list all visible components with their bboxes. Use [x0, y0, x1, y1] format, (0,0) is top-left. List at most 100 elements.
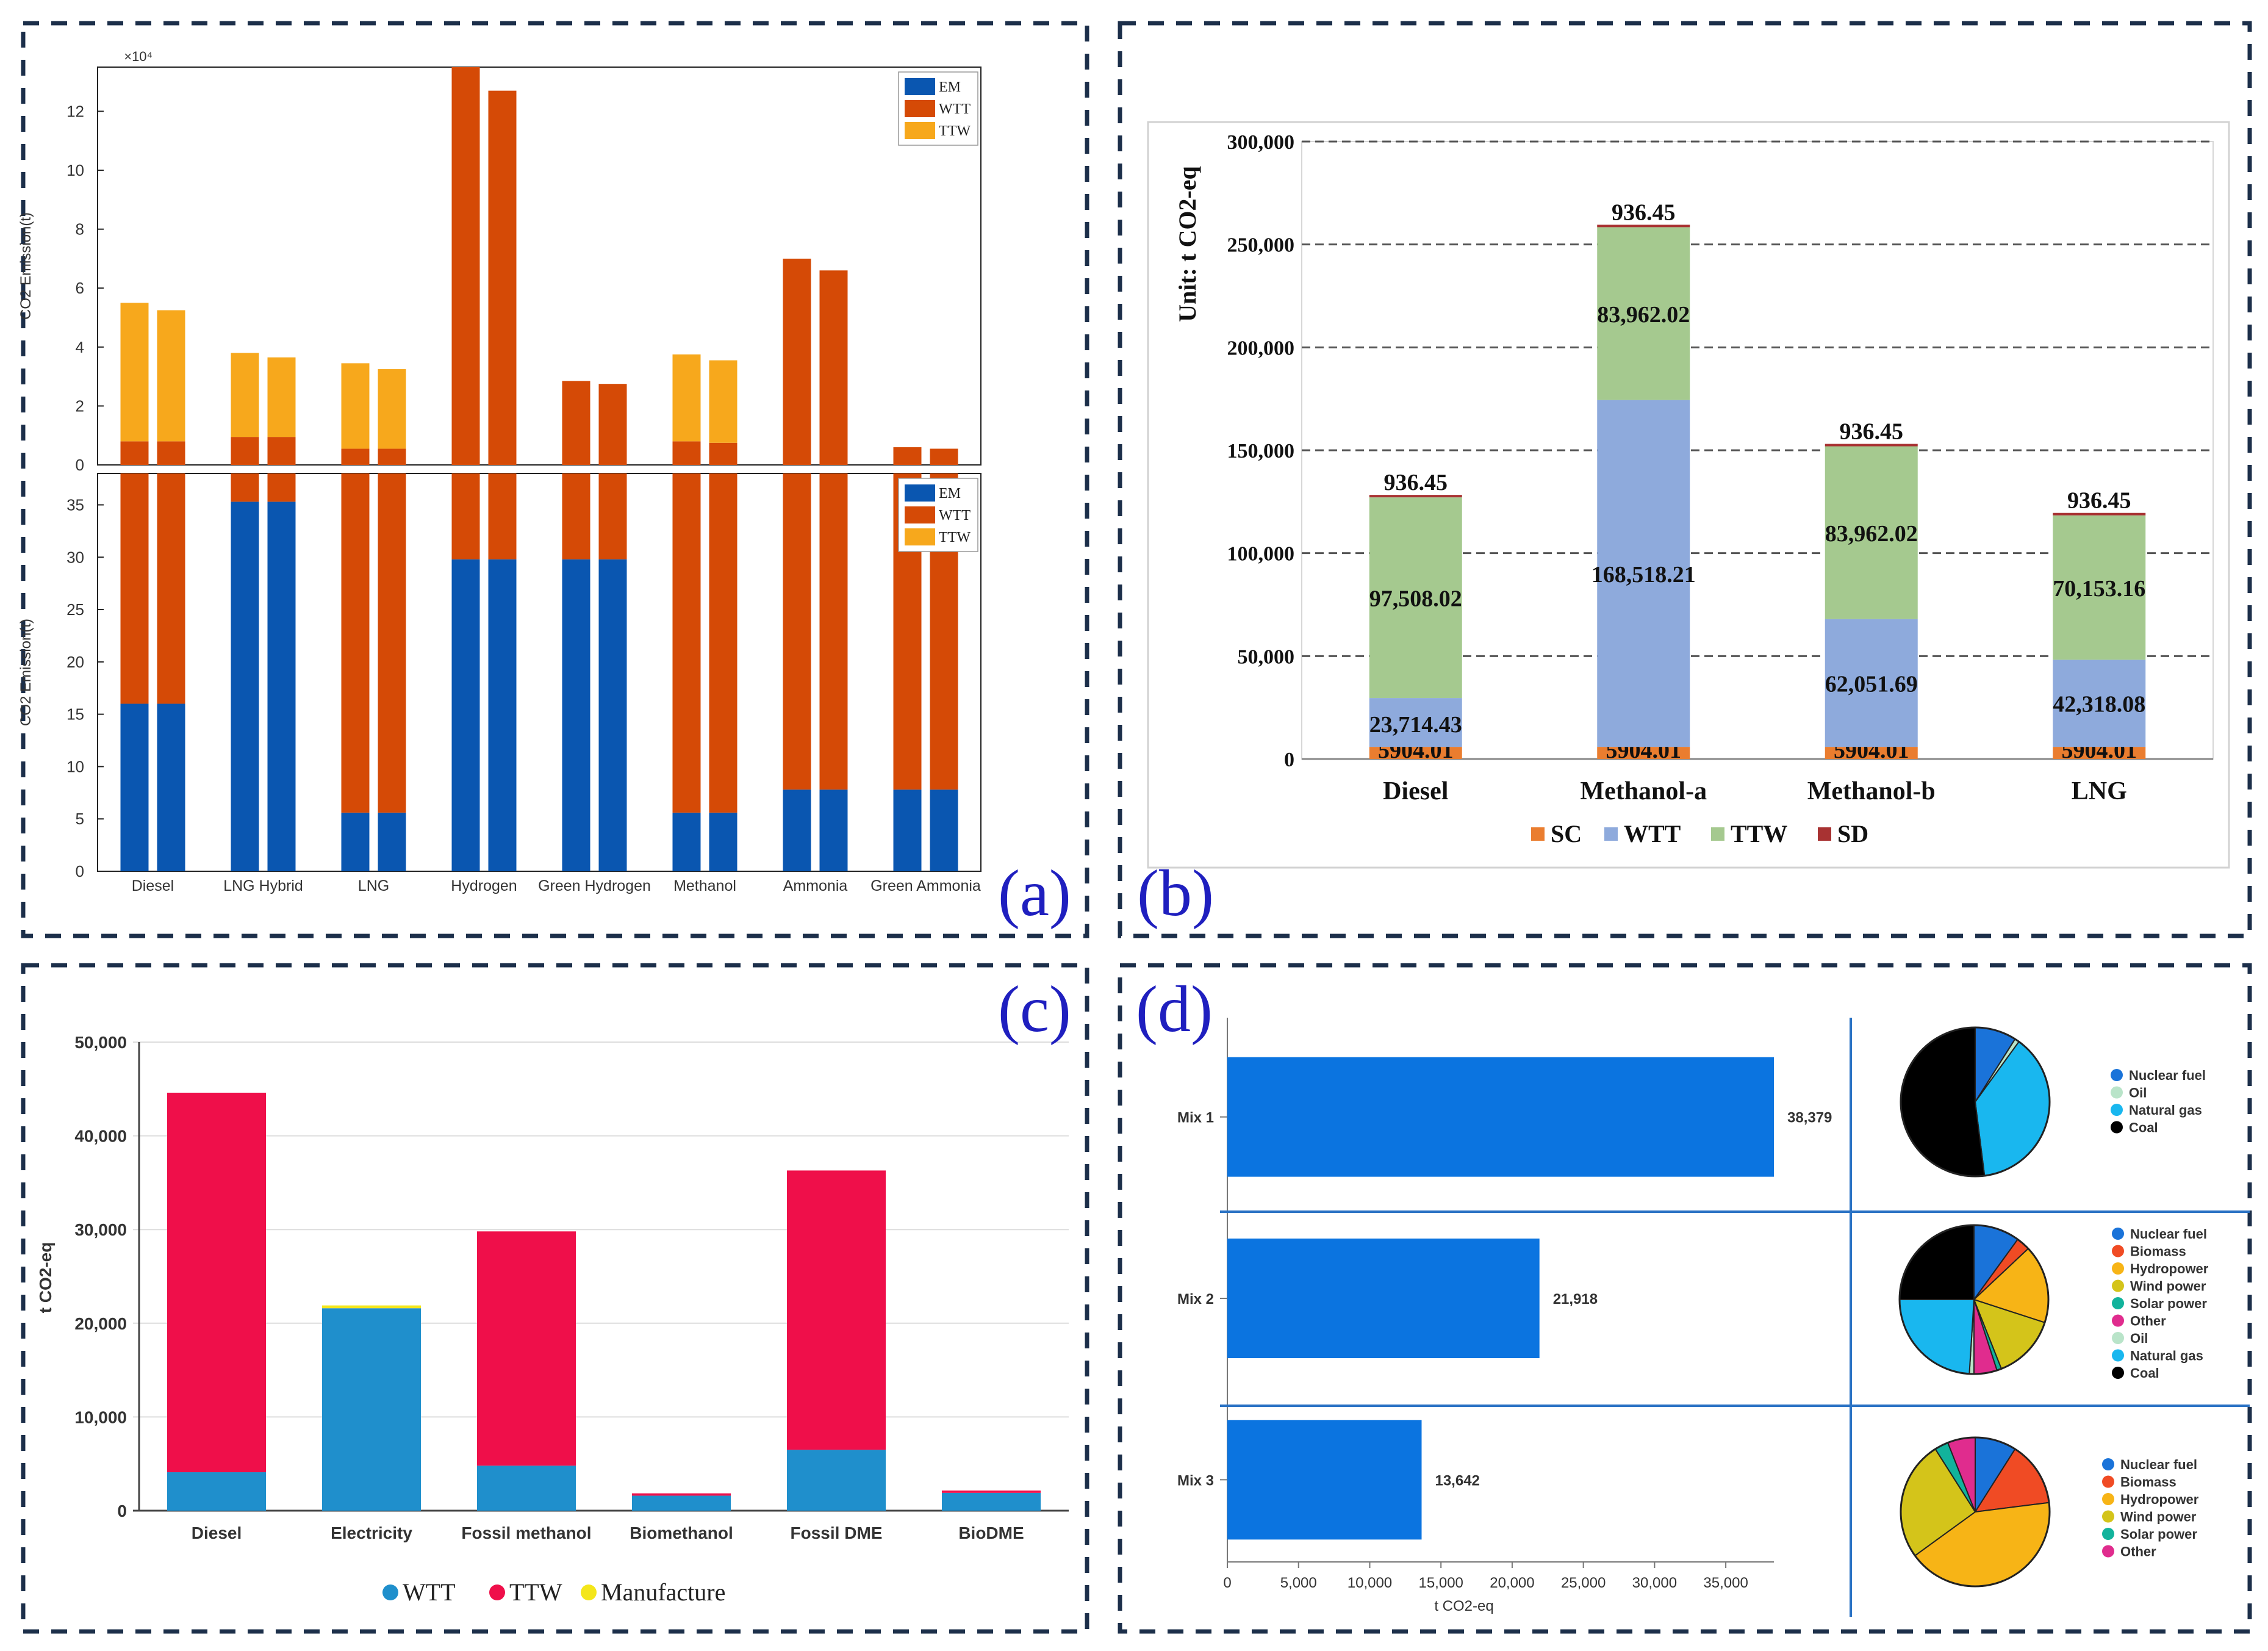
d-xtick-label: 15,000	[1418, 1575, 1463, 1591]
b-data-label-sd: 936.45	[1612, 200, 1676, 225]
a-top-bar-ttw	[231, 353, 259, 437]
d-pie-3-legend-swatch	[2102, 1528, 2114, 1540]
a-top-bar-ttw	[709, 360, 737, 443]
b-ytick-label: 200,000	[1227, 337, 1295, 359]
d-xtick-label: 20,000	[1490, 1575, 1534, 1591]
b-bar-ttw	[1825, 446, 1918, 619]
d-pie-2-legend-label: Wind power	[2130, 1279, 2206, 1294]
a-category-label: Hydrogen	[451, 877, 517, 894]
a-top-ytick-label: 6	[76, 279, 84, 297]
d-pie-2-legend-label: Hydropower	[2130, 1261, 2209, 1276]
a-top-bar-wtt	[157, 441, 185, 465]
b-bar-wtt	[2053, 660, 2146, 747]
c-category-label: Electricity	[331, 1523, 412, 1542]
d-pie-3-legend-swatch	[2102, 1475, 2114, 1488]
a-top-ylabel: CO2 Emission(t)	[18, 212, 34, 320]
panel-c-chart: 0 10,000 20,000 30,000 40,000 50,000 t CO2-eq D…	[36, 1033, 1069, 1606]
a-bottom-legend-swatch-wtt	[905, 506, 935, 523]
d-pie-1-legend-label: Oil	[2129, 1085, 2147, 1101]
a-top-bar-wtt	[120, 441, 149, 465]
a-top-legend-label-em: EM	[939, 79, 961, 95]
d-pie-3-legend-label: Wind power	[2120, 1509, 2197, 1525]
a-category-label: Green Hydrogen	[538, 877, 651, 894]
a-bottom-bar-wtt	[120, 473, 149, 704]
a-top-bar-wtt	[378, 448, 406, 465]
b-ytick-label: 0	[1284, 749, 1294, 771]
a-bottom-bar-wtt	[231, 473, 259, 502]
a-top-ytick-label: 12	[66, 102, 84, 120]
b-category-label: LNG	[2072, 777, 2127, 805]
d-value-label: 21,918	[1553, 1291, 1598, 1307]
b-legend-swatch-wtt	[1604, 827, 1618, 841]
a-top-ytick-label: 2	[76, 397, 84, 415]
a-bottom-bar-wtt	[672, 473, 701, 813]
a-bottom-bar-wtt	[341, 473, 370, 813]
a-bottom-bar-em	[341, 812, 370, 871]
d-pie-2-legend-label: Biomass	[2130, 1244, 2186, 1259]
a-top-bar-ttw	[672, 354, 701, 442]
a-top-bar-wtt	[451, 67, 480, 465]
c-bar-wtt	[322, 1308, 421, 1511]
a-top-bar-ttw	[120, 303, 149, 442]
d-value-label: 13,642	[1435, 1472, 1479, 1489]
panel-a-bottom-chart: 0 5 10 15 20 25 30 35 CO2 Emission(t) EM WTT TTW Die…	[18, 473, 981, 894]
a-bottom-bar-em	[783, 790, 811, 871]
d-xlabel: t CO2-eq	[1434, 1598, 1493, 1614]
d-pie-2-legend-swatch	[2112, 1262, 2124, 1275]
a-top-legend-swatch-em	[905, 78, 935, 95]
panel-frame-d	[1118, 963, 2252, 1634]
b-bar-sd	[1369, 495, 1462, 498]
c-bar-wtt	[167, 1472, 266, 1511]
a-bottom-bar-em	[267, 502, 296, 871]
c-ytick-label: 30,000	[74, 1220, 127, 1239]
a-bottom-ylabel: CO2 Emission(t)	[18, 619, 34, 726]
a-top-bar-wtt	[267, 437, 296, 465]
d-pie-3-outline	[1900, 1436, 2051, 1588]
panel-frame-a	[21, 21, 1089, 938]
a-category-label: Green Ammonia	[870, 877, 981, 894]
a-bottom-bar-wtt	[598, 473, 627, 559]
b-data-label-ttw: 70,153.16	[2053, 576, 2145, 602]
b-ytick-label: 50,000	[1238, 646, 1295, 668]
b-bar-sd	[1825, 444, 1918, 447]
panel-a-label: (a)	[998, 857, 1071, 930]
d-xtick-label: 25,000	[1561, 1575, 1606, 1591]
a-top-ytick-label: 4	[76, 338, 84, 356]
d-pie-2-legend-label: Oil	[2130, 1331, 2148, 1346]
d-pie-1-legend-swatch	[2111, 1069, 2123, 1081]
d-pie-1-legend-swatch	[2111, 1104, 2123, 1116]
a-bottom-bar-wtt	[267, 473, 296, 502]
b-data-label-ttw: 97,508.02	[1369, 586, 1462, 612]
c-legend-swatch-ttw	[489, 1584, 505, 1600]
d-xtick-label: 30,000	[1632, 1575, 1677, 1591]
c-ytick-label: 0	[117, 1502, 127, 1520]
a-bottom-axes-frame	[97, 473, 981, 872]
a-bottom-bar-em	[598, 559, 627, 871]
c-ylabel: t CO2-eq	[36, 1242, 55, 1314]
d-pie-3-legend-label: Solar power	[2120, 1527, 2197, 1542]
d-category-label: Mix 2	[1177, 1291, 1214, 1307]
d-pie-3-legend-swatch	[2102, 1510, 2114, 1523]
a-bottom-bar-wtt	[562, 473, 590, 559]
panel-frames	[21, 21, 2252, 1634]
b-ytick-label: 250,000	[1227, 234, 1295, 257]
a-top-bar-wtt	[341, 448, 370, 465]
panel-frame-b	[1118, 21, 2252, 938]
b-legend-label-sc: SC	[1551, 820, 1582, 847]
d-pie-2-legend-label: Solar power	[2130, 1296, 2207, 1311]
a-top-legend-swatch-ttw	[905, 122, 935, 139]
a-top-ytick-label: 8	[76, 220, 84, 239]
panel-a-top-chart: 0 2 4 6 8 10 12 CO2 Emission(t) ×10⁴ EM WTT TTW	[18, 49, 981, 474]
a-top-bar-ttw	[378, 369, 406, 449]
d-bar	[1227, 1239, 1540, 1358]
a-bottom-bar-em	[930, 790, 958, 871]
a-bottom-bar-em	[709, 812, 737, 871]
b-bar-sd	[1597, 225, 1690, 228]
a-bottom-ytick-label: 30	[66, 548, 84, 566]
c-legend-label-wtt: WTT	[403, 1578, 456, 1606]
a-top-ytick-label: 0	[76, 456, 84, 474]
a-top-bar-wtt	[819, 270, 848, 465]
a-top-bar-wtt	[930, 448, 958, 465]
b-bar-wtt	[1597, 400, 1690, 747]
a-top-ytick-label: 10	[66, 161, 84, 179]
